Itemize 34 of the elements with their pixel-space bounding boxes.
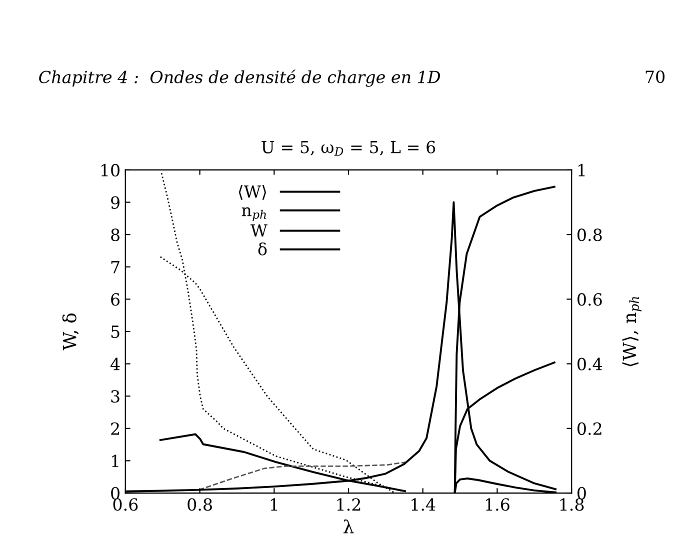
y2-tick-label: 0.4 bbox=[578, 358, 602, 370]
y2-tick-label: 1 bbox=[578, 164, 585, 176]
y-axis-title: W, δ bbox=[62, 314, 79, 350]
x-tick-label: 1 bbox=[270, 498, 278, 511]
y-tick-label: 3 bbox=[111, 390, 120, 403]
y2-tick-label: 0.2 bbox=[578, 422, 602, 435]
y-tick-label: 5 bbox=[111, 326, 120, 338]
y-tick-label: 0 bbox=[111, 487, 120, 500]
x-tick-label: 1.4 bbox=[412, 498, 436, 511]
y2-tick-label: 0.8 bbox=[578, 228, 602, 242]
x-tick-label: 0.6 bbox=[113, 498, 138, 511]
y-tick-label: 6 bbox=[111, 293, 120, 306]
legend-label: ⟨W⟩ bbox=[238, 184, 266, 200]
y-tick-label: 2 bbox=[111, 422, 119, 435]
legend-label: n$_{ph}$ bbox=[242, 207, 266, 222]
x-tick-label: 1.2 bbox=[337, 498, 360, 511]
x-tick-label: 1.8 bbox=[560, 498, 584, 511]
x-tick-label: 1.6 bbox=[486, 498, 510, 511]
y-tick-label: 7 bbox=[111, 261, 120, 274]
y-tick-label: 1 bbox=[112, 454, 118, 468]
y-tick-label: 8 bbox=[111, 228, 120, 242]
text: 70 bbox=[646, 70, 665, 84]
y2-tick-label: 0.6 bbox=[578, 293, 602, 306]
x-tick-label: 0.8 bbox=[188, 498, 212, 511]
x-axis-title: λ bbox=[344, 519, 354, 534]
chart-title: U = 5, ω$_{D}$ = 5, L = 6 bbox=[262, 140, 436, 156]
text: Chapitre 4 : Ondes de densité de charge en 1D bbox=[39, 70, 440, 87]
y-tick-label: 10 bbox=[101, 164, 120, 177]
legend-label: δ bbox=[258, 242, 267, 256]
y-tick-label: 9 bbox=[111, 196, 120, 209]
y2-tick-label: 0 bbox=[578, 487, 586, 500]
y-tick-label: 4 bbox=[110, 358, 120, 370]
legend-label: W bbox=[250, 224, 268, 237]
y2-axis-title: ⟨W⟩, n$_{ph}$ bbox=[622, 296, 642, 366]
